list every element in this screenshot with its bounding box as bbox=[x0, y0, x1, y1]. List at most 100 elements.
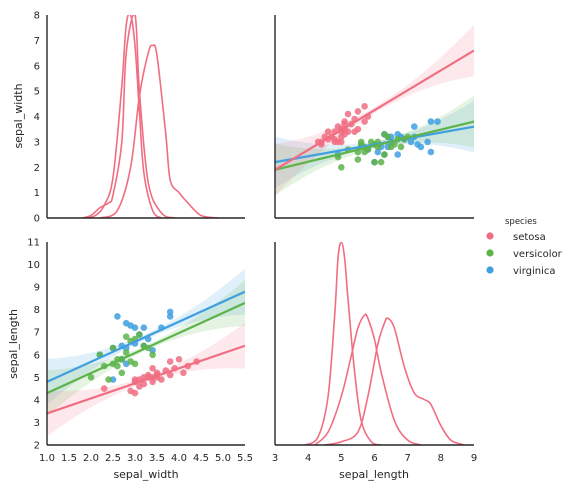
point-setosa bbox=[361, 118, 368, 125]
point-setosa bbox=[338, 138, 345, 146]
legend-marker-versicolor bbox=[486, 249, 494, 257]
point-versicolor bbox=[136, 331, 143, 338]
legend-label-virginica: virginica bbox=[513, 266, 556, 277]
point-setosa bbox=[354, 125, 362, 133]
point-versicolor bbox=[381, 151, 388, 158]
ytick-label-top-left: 7 bbox=[34, 36, 40, 47]
point-virginica bbox=[417, 143, 425, 151]
kde-group-bottom-right bbox=[304, 242, 465, 445]
kde-group-top-left bbox=[81, 15, 219, 218]
ytick-label-bottom-left: 11 bbox=[27, 238, 40, 249]
ylabel-bottom-left: sepal_length bbox=[7, 309, 20, 379]
point-virginica bbox=[166, 308, 174, 316]
point-versicolor bbox=[361, 148, 368, 156]
ytick-label-bottom-left: 5 bbox=[34, 373, 40, 384]
xtick-label-bottom-left: 1.0 bbox=[39, 453, 55, 464]
scatter-group-top-right bbox=[275, 24, 474, 196]
point-versicolor bbox=[122, 333, 130, 341]
ytick-label-top-left: 4 bbox=[34, 112, 40, 123]
xtick-label-bottom-right: 7 bbox=[404, 453, 410, 464]
point-versicolor bbox=[397, 143, 405, 151]
fit-line-setosa bbox=[47, 344, 245, 415]
point-versicolor bbox=[118, 369, 126, 377]
point-virginica bbox=[140, 324, 148, 332]
point-versicolor bbox=[87, 374, 95, 381]
legend: species setosa versicolor virginica bbox=[486, 217, 563, 277]
kde-line-top-left-1 bbox=[81, 15, 175, 218]
point-setosa bbox=[338, 133, 345, 141]
xtick-label-bottom-right: 3 bbox=[272, 453, 278, 464]
legend-label-setosa: setosa bbox=[513, 232, 546, 243]
point-versicolor bbox=[105, 376, 112, 383]
point-virginica bbox=[131, 324, 139, 332]
point-versicolor bbox=[131, 360, 139, 368]
xtick-label-bottom-left: 1.5 bbox=[61, 453, 77, 464]
point-versicolor bbox=[377, 158, 385, 166]
point-versicolor bbox=[109, 344, 117, 352]
point-versicolor bbox=[391, 141, 398, 148]
point-setosa bbox=[180, 369, 187, 377]
point-virginica bbox=[424, 138, 431, 146]
point-versicolor bbox=[338, 164, 345, 171]
xtick-label-bottom-right: 5 bbox=[338, 453, 344, 464]
point-setosa bbox=[140, 380, 148, 388]
point-virginica bbox=[114, 313, 121, 320]
point-virginica bbox=[427, 118, 435, 125]
point-setosa bbox=[344, 128, 352, 135]
point-setosa bbox=[131, 389, 139, 397]
xtick-label-bottom-left: 3.5 bbox=[149, 453, 165, 464]
fit-line-virginica bbox=[275, 125, 474, 164]
legend-label-versicolor: versicolor bbox=[513, 249, 563, 260]
kde-line-top-left-2 bbox=[99, 44, 219, 218]
point-versicolor bbox=[122, 349, 130, 356]
point-versicolor bbox=[357, 138, 365, 146]
xtick-label-bottom-left: 5.5 bbox=[237, 453, 253, 464]
legend-marker-setosa bbox=[486, 232, 494, 240]
point-virginica bbox=[374, 148, 382, 156]
ytick-label-bottom-left: 9 bbox=[34, 283, 40, 294]
point-setosa bbox=[175, 356, 183, 363]
xtick-label-bottom-left: 2.0 bbox=[83, 453, 99, 464]
ytick-label-top-left: 6 bbox=[34, 61, 40, 72]
scatter-group-bottom-left bbox=[47, 268, 245, 437]
ytick-label-top-left: 5 bbox=[34, 87, 40, 98]
fit-line-versicolor bbox=[47, 301, 245, 395]
ytick-label-bottom-left: 2 bbox=[34, 441, 40, 452]
xtick-label-bottom-right: 4 bbox=[305, 453, 311, 464]
ytick-label-top-left: 2 bbox=[34, 163, 40, 174]
ytick-label-top-left: 3 bbox=[34, 137, 40, 148]
point-setosa bbox=[361, 103, 368, 110]
kde-line-bottom-right-0 bbox=[304, 242, 382, 445]
point-setosa bbox=[331, 136, 339, 143]
kde-line-bottom-right-2 bbox=[324, 317, 465, 445]
point-setosa bbox=[149, 365, 156, 372]
point-setosa bbox=[324, 128, 332, 135]
point-versicolor bbox=[384, 133, 392, 141]
xlabel-bottom-left: sepal_width bbox=[113, 468, 178, 481]
legend-marker-virginica bbox=[486, 266, 494, 274]
ytick-label-bottom-left: 7 bbox=[34, 328, 40, 339]
fit-line-virginica bbox=[47, 290, 245, 383]
xtick-label-bottom-left: 4.5 bbox=[193, 453, 209, 464]
point-setosa bbox=[166, 371, 174, 379]
point-virginica bbox=[434, 118, 441, 125]
xtick-label-bottom-left: 5.0 bbox=[215, 453, 231, 464]
point-setosa bbox=[341, 120, 348, 128]
xtick-label-bottom-left: 2.5 bbox=[105, 453, 121, 464]
ytick-label-bottom-left: 10 bbox=[27, 260, 40, 271]
legend-title: species bbox=[505, 217, 537, 227]
ylabel-top-left: sepal_width bbox=[12, 83, 25, 148]
point-setosa bbox=[344, 110, 352, 118]
ytick-label-top-left: 0 bbox=[34, 214, 40, 225]
point-virginica bbox=[394, 151, 402, 158]
point-versicolor bbox=[354, 156, 362, 163]
point-virginica bbox=[407, 138, 415, 146]
ytick-label-bottom-left: 3 bbox=[34, 418, 40, 429]
point-virginica bbox=[411, 123, 418, 130]
xtick-label-bottom-right: 6 bbox=[371, 453, 377, 464]
fit-line-versicolor bbox=[275, 120, 474, 171]
xtick-label-bottom-right: 9 bbox=[471, 453, 477, 464]
point-versicolor bbox=[149, 351, 156, 359]
point-setosa bbox=[166, 358, 174, 365]
